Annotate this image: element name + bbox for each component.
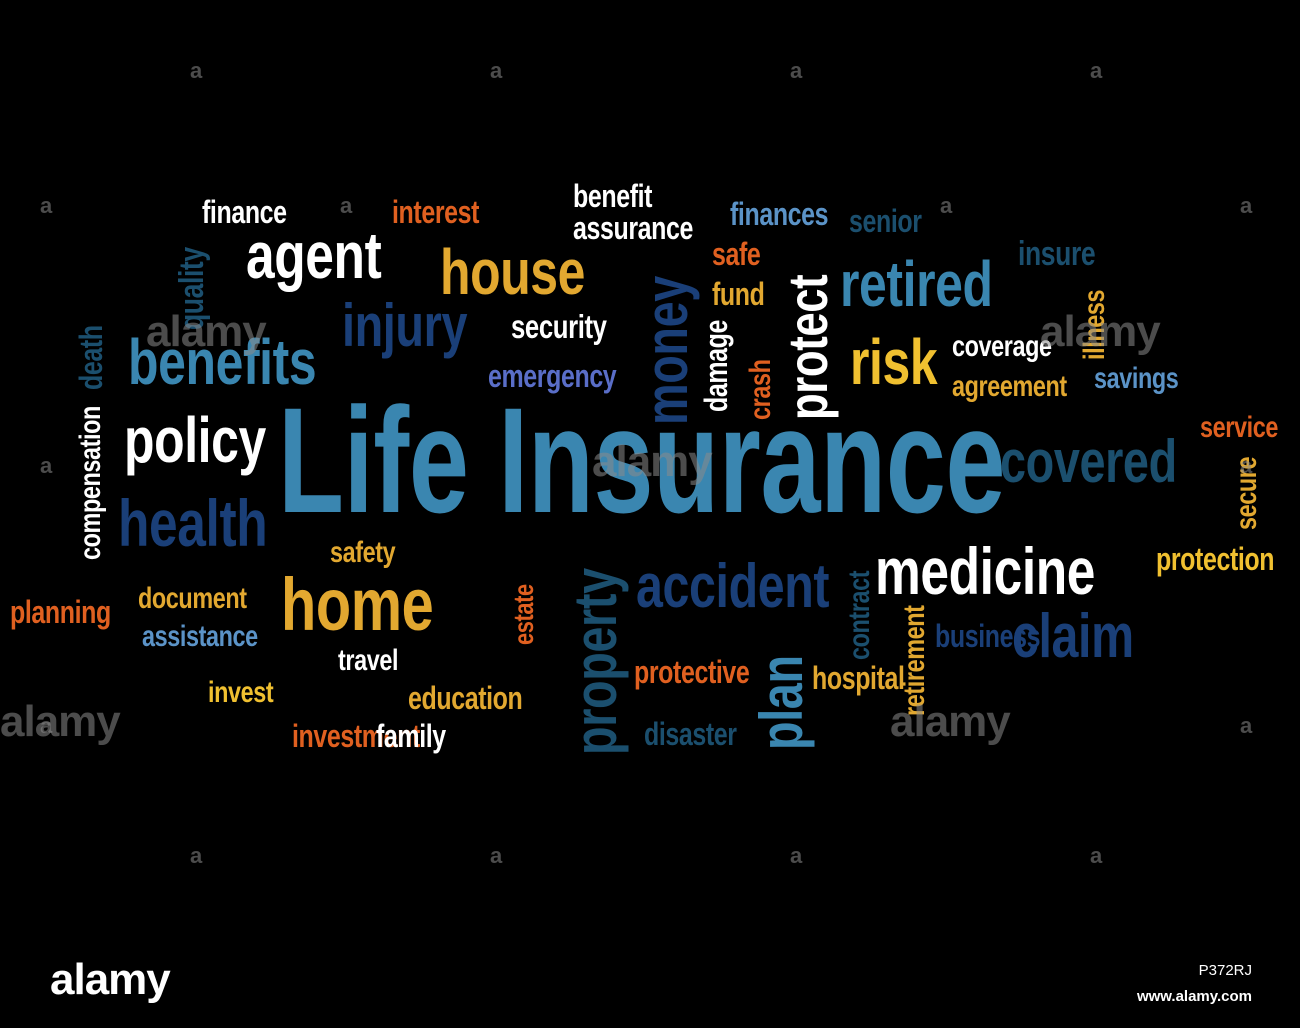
word-emergency: emergency	[488, 358, 617, 394]
watermark-letter: a	[1090, 58, 1103, 83]
word-disaster: disaster	[644, 716, 737, 752]
word-retired: retired	[840, 248, 993, 320]
word-invest: invest	[208, 676, 274, 709]
word-safe: safe	[712, 236, 761, 272]
word-claim: claim	[1012, 602, 1134, 671]
word-fund: fund	[712, 276, 765, 312]
watermark-letter: a	[490, 58, 503, 83]
word-savings: savings	[1094, 362, 1179, 395]
word-safety: safety	[330, 536, 396, 569]
watermark-letter: a	[340, 193, 353, 218]
word-assurance: assurance	[573, 210, 693, 246]
word-death: death	[73, 325, 109, 390]
watermark-letter: a	[940, 193, 953, 218]
word-risk: risk	[850, 326, 938, 398]
word-contract: contract	[843, 570, 876, 660]
word-agreement: agreement	[952, 370, 1067, 403]
word-interest: interest	[392, 194, 480, 230]
word-medicine: medicine	[875, 534, 1096, 608]
word-benefit: benefit	[573, 178, 653, 214]
cloud-title: Life Insurance	[278, 376, 1006, 544]
word-health: health	[118, 486, 268, 560]
watermark-letter: a	[40, 453, 53, 478]
watermark-brand: alamy	[890, 697, 1011, 746]
word-finance: finance	[202, 194, 287, 230]
watermark-brand: alamy	[146, 307, 267, 356]
word-finances: finances	[730, 196, 829, 232]
watermark-letter: a	[40, 193, 53, 218]
word-covered: covered	[1000, 428, 1177, 495]
word-business: business	[935, 618, 1041, 654]
image-id: P372RJ	[1198, 962, 1252, 979]
watermark-letter: a	[490, 843, 503, 868]
word-estate: estate	[508, 584, 539, 645]
word-coverage: coverage	[952, 330, 1052, 363]
word-document: document	[138, 582, 247, 615]
watermark-letter: a	[790, 58, 803, 83]
watermark-brand: alamy	[0, 697, 121, 746]
word-agent: agent	[246, 218, 382, 292]
word-insure: insure	[1018, 235, 1096, 273]
word-senior: senior	[849, 203, 922, 239]
word-protective: protective	[634, 654, 750, 690]
word-education: education	[408, 680, 523, 716]
word-family: family	[376, 718, 446, 754]
watermark-brand: alamy	[1040, 307, 1161, 356]
alamy-logo: alamy	[50, 955, 171, 1004]
watermark-brand: alamy	[592, 437, 713, 486]
watermark-letter: a	[1240, 453, 1253, 478]
word-investment: investment	[292, 718, 420, 754]
word-service: service	[1200, 411, 1278, 444]
word-compensation: compensation	[74, 406, 107, 560]
watermark-letter: a	[1240, 193, 1253, 218]
word-home: home	[281, 563, 434, 646]
watermark-letter: a	[190, 843, 203, 868]
word-travel: travel	[338, 644, 399, 677]
word-protection: protection	[1156, 541, 1275, 577]
word-assistance: assistance	[142, 620, 258, 653]
watermark-letter: a	[190, 58, 203, 83]
word-hospital: hospital	[812, 660, 905, 696]
watermark-letter: a	[1090, 843, 1103, 868]
word-house: house	[440, 236, 586, 308]
word-security: security	[511, 308, 607, 345]
word-property: property	[562, 568, 629, 755]
word-benefits: benefits	[128, 326, 317, 398]
watermark-letter: a	[1240, 713, 1253, 738]
word-policy: policy	[124, 404, 266, 476]
watermark-letter: a	[40, 713, 53, 738]
word-accident: accident	[636, 552, 830, 621]
word-injury: injury	[342, 292, 468, 359]
site-url: www.alamy.com	[1136, 988, 1252, 1005]
word-planning: planning	[10, 594, 111, 630]
word-plan: plan	[748, 655, 815, 750]
watermark-letter: a	[790, 843, 803, 868]
